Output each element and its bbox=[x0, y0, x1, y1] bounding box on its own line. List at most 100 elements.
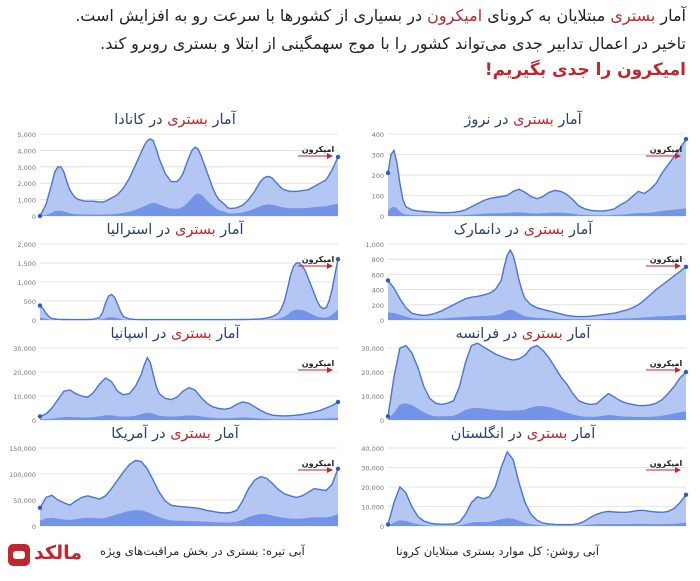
chart-title-prefix: آمار bbox=[211, 326, 240, 342]
omicron-arrow-head bbox=[675, 467, 681, 473]
chart-panel-norway: 400 300 200 100 0 امیکرون آمار بستری در نروژ bbox=[354, 112, 692, 222]
total-hospitalized-line bbox=[39, 356, 339, 418]
chart-title-keyword: بستری bbox=[170, 426, 211, 442]
y-tick-label: 200 bbox=[372, 302, 384, 310]
chart-title: آمار بستری در نروژ bbox=[354, 112, 692, 128]
end-point bbox=[335, 257, 341, 262]
omicron-label: امیکرون bbox=[650, 359, 683, 368]
y-tick-label: 1,000 bbox=[365, 241, 384, 249]
chart-title: آمار بستری در اسپانیا bbox=[6, 326, 344, 342]
end-point bbox=[335, 154, 341, 160]
start-point bbox=[385, 170, 391, 176]
y-tick-label: 3,000 bbox=[17, 164, 36, 172]
y-tick-label: 30,000 bbox=[13, 345, 36, 353]
chart-svg: 30,000 20,000 10,000 0 امیکرون bbox=[361, 342, 689, 425]
y-tick-label: 400 bbox=[372, 131, 384, 139]
chart-title: آمار بستری در کانادا bbox=[6, 112, 344, 128]
y-tick-label: 1,000 bbox=[17, 197, 36, 205]
logo-icon bbox=[8, 544, 30, 566]
y-tick-label: 40,000 bbox=[361, 445, 384, 453]
total-hospitalized-line bbox=[387, 450, 687, 526]
y-tick-label: 0 bbox=[32, 417, 36, 425]
header-line-1: آمار بستری مبتلایان به کرونای امیکرون در… bbox=[75, 6, 686, 25]
chart-title-prefix: آمار bbox=[207, 112, 236, 128]
start-point bbox=[385, 278, 391, 283]
start-point bbox=[37, 505, 43, 510]
y-tick-label: 0 bbox=[380, 213, 384, 221]
start-point bbox=[385, 522, 391, 527]
y-tick-label: 300 bbox=[372, 152, 384, 160]
chart-svg: 400 300 200 100 0 امیکرون bbox=[372, 131, 689, 221]
footer: مالکد آبی تیره: بستری در بخش مراقبت‌های … bbox=[0, 532, 700, 581]
chart-svg: 2,000 1,500 1,000 500 0 امیکرون bbox=[17, 241, 341, 325]
omicron-label: امیکرون bbox=[302, 145, 335, 154]
chart-svg: 30,000 20,000 10,000 0 امیکرون bbox=[13, 345, 341, 425]
chart-panel-united-states: 150,000 100,000 50,000 0 امیکرون آمار بستری د… bbox=[6, 426, 344, 532]
y-tick-label: 5,000 bbox=[17, 131, 36, 139]
logo-text: مالکد bbox=[34, 542, 83, 564]
chart-svg: 40,000 30,000 20,000 10,000 0 امیکرون bbox=[361, 445, 689, 531]
chart-title: آمار بستری در انگلستان bbox=[354, 426, 692, 442]
total-hospitalized-area bbox=[388, 451, 686, 526]
chart-panel-england: 40,000 30,000 20,000 10,000 0 امیکرون آمار بست… bbox=[354, 426, 692, 532]
y-tick-label: 30,000 bbox=[361, 345, 384, 353]
y-tick-label: 1,500 bbox=[17, 260, 36, 268]
y-tick-label: 200 bbox=[372, 172, 384, 180]
y-tick-label: 800 bbox=[372, 256, 384, 264]
legend-light: آبی روشن: کل موارد بستری مبتلایان کرونا bbox=[396, 544, 599, 558]
omicron-label: امیکرون bbox=[302, 255, 335, 264]
omicron-arrow-head bbox=[327, 467, 333, 473]
end-point bbox=[683, 369, 689, 375]
chart-title: آمار بستری در استرالیا bbox=[6, 222, 344, 238]
omicron-label: امیکرون bbox=[302, 459, 335, 468]
chart-title-country: در کانادا bbox=[114, 112, 168, 128]
chart-title-country: در فرانسه bbox=[455, 326, 522, 342]
total-hospitalized-line bbox=[387, 342, 687, 417]
header-line-2: تاخیر در اعمال تدابیر جدی می‌تواند کشور … bbox=[100, 34, 686, 53]
chart-panel-spain: 30,000 20,000 10,000 0 امیکرون آمار بستری در … bbox=[6, 326, 344, 426]
chart-title-keyword: بستری bbox=[167, 112, 208, 128]
total-hospitalized-line bbox=[39, 459, 339, 514]
start-point bbox=[37, 303, 43, 308]
icu-area bbox=[40, 309, 338, 320]
y-tick-label: 400 bbox=[372, 287, 384, 295]
chart-title-prefix: آمار bbox=[564, 222, 593, 238]
chart-title-country: در انگلستان bbox=[450, 426, 527, 442]
legend-dark: آبی تیره: بستری در بخش مراقبت‌های ویژه bbox=[100, 544, 305, 558]
y-tick-label: 4,000 bbox=[17, 147, 36, 155]
y-tick-label: 150,000 bbox=[9, 445, 36, 453]
start-point bbox=[37, 414, 43, 419]
omicron-label: امیکرون bbox=[302, 359, 335, 368]
y-tick-label: 0 bbox=[32, 523, 36, 531]
header: آمار بستری مبتلایان به کرونای امیکرون در… bbox=[0, 0, 700, 100]
omicron-arrow-head bbox=[675, 367, 681, 373]
y-tick-label: 0 bbox=[32, 317, 36, 325]
header-highlight: امیکرون bbox=[427, 6, 483, 25]
icu-area bbox=[388, 309, 686, 320]
omicron-label: امیکرون bbox=[650, 255, 683, 264]
y-tick-label: 20,000 bbox=[361, 369, 384, 377]
y-tick-label: 100,000 bbox=[9, 471, 36, 479]
icu-area bbox=[388, 206, 686, 216]
y-tick-label: 500 bbox=[24, 298, 36, 306]
icu-area bbox=[388, 403, 686, 420]
chart-svg: 5,000 4,000 3,000 2,000 1,000 0 امیکرون bbox=[17, 131, 341, 221]
omicron-label: امیکرون bbox=[650, 459, 683, 468]
y-tick-label: 0 bbox=[380, 523, 384, 531]
total-hospitalized-area bbox=[40, 460, 338, 526]
end-point bbox=[683, 264, 689, 269]
omicron-arrow-head bbox=[327, 263, 333, 269]
y-tick-label: 10,000 bbox=[13, 393, 36, 401]
chart-title-keyword: بستری bbox=[526, 426, 568, 442]
omicron-arrow-head bbox=[675, 263, 681, 269]
total-hospitalized-area bbox=[40, 357, 338, 420]
start-point bbox=[385, 414, 391, 419]
header-line-3: امیکرون را جدی بگیریم! bbox=[484, 60, 686, 80]
chart-title-country: در اسپانیا bbox=[110, 326, 171, 342]
y-tick-label: 20,000 bbox=[13, 369, 36, 377]
omicron-arrow-head bbox=[327, 367, 333, 373]
y-tick-label: 2,000 bbox=[17, 180, 36, 188]
chart-svg: 150,000 100,000 50,000 0 امیکرون bbox=[9, 445, 341, 531]
y-tick-label: 0 bbox=[32, 213, 36, 221]
chart-title: آمار بستری در دانمارک bbox=[354, 222, 692, 238]
